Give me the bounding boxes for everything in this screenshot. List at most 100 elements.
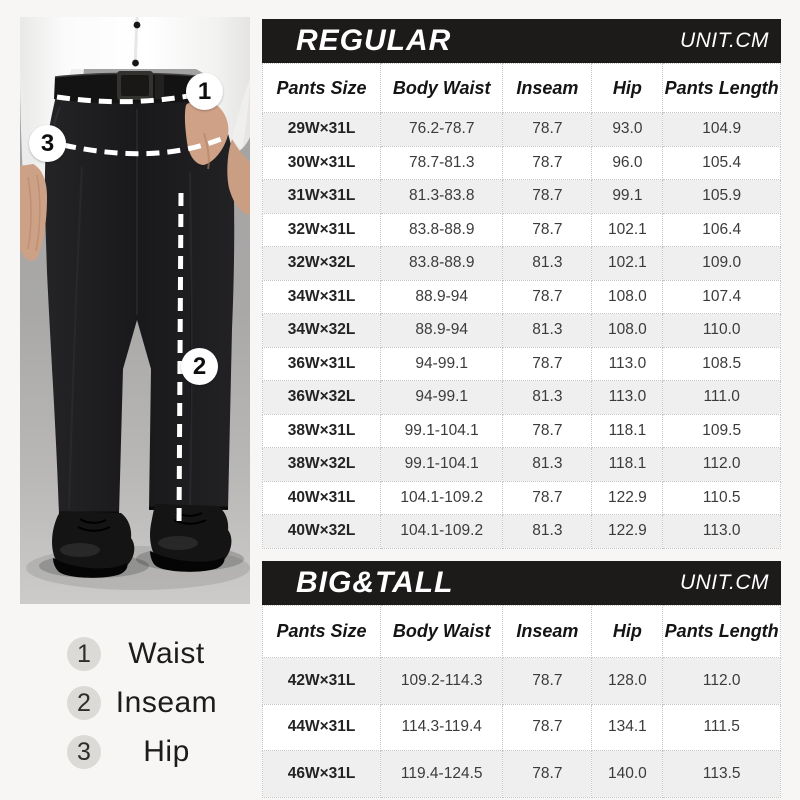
column-header-hip: Hip: [591, 605, 664, 658]
table-title: BIG&TALL: [296, 566, 454, 599]
header-row: Pants Size Body Waist Inseam Hip Pants L…: [261, 63, 781, 113]
measurement-cell: 111.0: [662, 380, 781, 415]
shirt-button: [132, 59, 139, 67]
legend-item-hip: 3 Hip: [67, 735, 232, 769]
measurement-cell: 111.5: [662, 703, 781, 751]
size-row: 31W×31L 81.3-83.8 78.7 99.1 105.9: [261, 179, 781, 214]
size-row: 44W×31L 114.3-119.4 78.7 134.1 111.5: [261, 703, 781, 751]
measurement-cell: 94-99.1: [380, 380, 504, 415]
size-row: 36W×32L 94-99.1 81.3 113.0 111.0: [261, 380, 781, 415]
measurement-cell: 119.4-124.5: [380, 750, 504, 798]
measurement-cell: 76.2-78.7: [380, 112, 504, 147]
measurement-cell: 78.7: [502, 657, 593, 705]
measurement-cell: 106.4: [662, 212, 781, 247]
legend-label: Waist: [128, 637, 205, 670]
measurement-cell: 93.0: [591, 112, 664, 147]
measurement-cell: 78.7: [502, 413, 593, 448]
measurement-cell: 99.1-104.1: [380, 413, 504, 448]
legend-item-waist: 1 Waist: [67, 637, 232, 671]
hip-measure-line: [62, 136, 222, 157]
measurement-cell: 110.5: [662, 480, 781, 515]
measurement-cell: 99.1: [591, 179, 664, 214]
big-tall-table-grid: Pants Size Body Waist Inseam Hip Pants L…: [261, 605, 781, 798]
measurement-cell: 81.3: [502, 514, 593, 549]
measurement-cell: 110.0: [662, 313, 781, 348]
measurement-cell: 81.3: [502, 246, 593, 281]
pants-size-cell: 29W×31L: [261, 112, 382, 147]
pants-size-cell: 40W×32L: [261, 514, 382, 549]
measurement-cell: 140.0: [591, 750, 664, 798]
measurement-cell: 104.1-109.2: [380, 480, 504, 515]
measurement-cell: 102.1: [591, 246, 664, 281]
size-row: 29W×31L 76.2-78.7 78.7 93.0 104.9: [261, 112, 781, 147]
column-header-body-waist: Body Waist: [380, 605, 504, 658]
measurement-cell: 81.3-83.8: [380, 179, 504, 214]
size-row: 32W×31L 83.8-88.9 78.7 102.1 106.4: [261, 212, 781, 247]
waist-marker-badge: 1: [186, 73, 223, 110]
size-row: 38W×32L 99.1-104.1 81.3 118.1 112.0: [261, 447, 781, 482]
measurement-cell: 109.0: [662, 246, 781, 281]
column-header-body-waist: Body Waist: [380, 63, 504, 113]
measurement-cell: 134.1: [591, 703, 664, 751]
size-row: 38W×31L 99.1-104.1 78.7 118.1 109.5: [261, 413, 781, 448]
legend-number-badge: 3: [67, 735, 101, 769]
measurement-cell: 94-99.1: [380, 346, 504, 381]
measurement-cell: 104.9: [662, 112, 781, 147]
pants-size-cell: 44W×31L: [261, 703, 382, 751]
legend-number-badge: 2: [67, 686, 101, 720]
size-row: 30W×31L 78.7-81.3 78.7 96.0 105.4: [261, 145, 781, 180]
size-row: 46W×31L 119.4-124.5 78.7 140.0 113.5: [261, 750, 781, 798]
measurement-cell: 122.9: [591, 480, 664, 515]
measurement-cell: 81.3: [502, 380, 593, 415]
measurement-cell: 88.9-94: [380, 313, 504, 348]
dress-shoes: [26, 504, 250, 590]
measurement-cell: 78.7: [502, 346, 593, 381]
measurement-cell: 83.8-88.9: [380, 246, 504, 281]
measurement-cell: 113.0: [591, 346, 664, 381]
pants-size-cell: 46W×31L: [261, 750, 382, 798]
measurement-cell: 78.7: [502, 179, 593, 214]
column-header-hip: Hip: [591, 63, 664, 113]
hip-marker-badge: 3: [29, 125, 66, 162]
inseam-measure-line: [176, 192, 184, 528]
measurement-cell: 88.9-94: [380, 279, 504, 314]
measurement-cell: 113.5: [662, 750, 781, 798]
size-row: 36W×31L 94-99.1 78.7 113.0 108.5: [261, 346, 781, 381]
measurement-cell: 109.2-114.3: [380, 657, 504, 705]
big-tall-size-table: BIG&TALL UNIT.CM Pants Size Body Waist I…: [261, 561, 781, 798]
measurement-cell: 113.0: [591, 380, 664, 415]
measurement-cell: 104.1-109.2: [380, 514, 504, 549]
size-row: 34W×31L 88.9-94 78.7 108.0 107.4: [261, 279, 781, 314]
pants-size-cell: 42W×31L: [261, 657, 382, 705]
measurement-cell: 78.7: [502, 703, 593, 751]
measurement-cell: 78.7: [502, 480, 593, 515]
measurement-cell: 108.0: [591, 279, 664, 314]
measurement-cell: 81.3: [502, 313, 593, 348]
pants-size-cell: 32W×31L: [261, 212, 382, 247]
left-hand: [20, 164, 47, 261]
measurement-cell: 96.0: [591, 145, 664, 180]
regular-table-grid: Pants Size Body Waist Inseam Hip Pants L…: [261, 63, 781, 549]
column-header-inseam: Inseam: [502, 63, 593, 113]
regular-table-body: 29W×31L 76.2-78.7 78.7 93.0 104.9 30W×31L 78.7…: [261, 112, 781, 549]
measurement-cell: 105.9: [662, 179, 781, 214]
legend-label: Hip: [143, 735, 190, 768]
pants-size-cell: 40W×31L: [261, 480, 382, 515]
measurement-cell: 102.1: [591, 212, 664, 247]
pants-size-cell: 32W×32L: [261, 246, 382, 281]
measurement-cell: 105.4: [662, 145, 781, 180]
pants-size-cell: 34W×32L: [261, 313, 382, 348]
legend-item-inseam: 2 Inseam: [67, 686, 232, 720]
product-photo: 1 2 3: [20, 17, 250, 604]
unit-label: UNIT.CM: [679, 29, 769, 52]
pants-size-cell: 38W×32L: [261, 447, 382, 482]
size-row: 40W×32L 104.1-109.2 81.3 122.9 113.0: [261, 514, 781, 549]
legend-label: Inseam: [115, 686, 218, 719]
measurement-cell: 109.5: [662, 413, 781, 448]
pants-size-cell: 31W×31L: [261, 179, 382, 214]
measurement-cell: 78.7: [502, 112, 593, 147]
shirt-button: [133, 21, 141, 29]
measurement-cell: 81.3: [502, 447, 593, 482]
column-header-pants-length: Pants Length: [662, 63, 781, 113]
measurement-cell: 108.0: [591, 313, 664, 348]
